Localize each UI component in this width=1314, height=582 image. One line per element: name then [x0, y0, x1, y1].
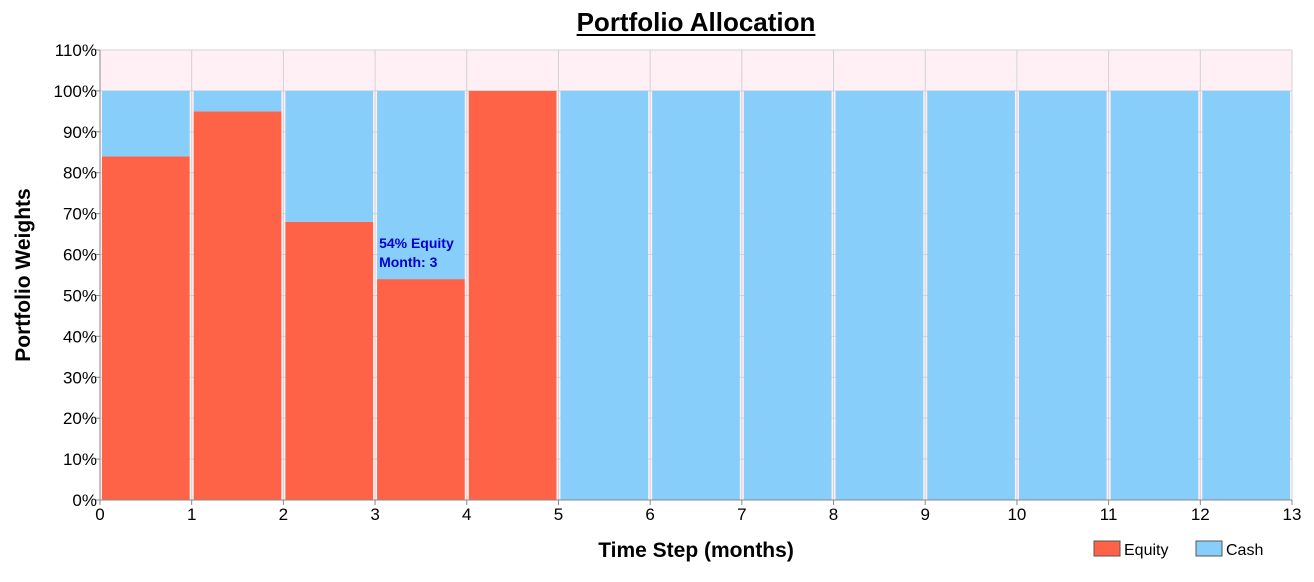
x-axis-label: Time Step (months)	[598, 539, 794, 562]
legend-swatch-cash[interactable]	[1195, 540, 1223, 557]
bar-equity-3[interactable]	[377, 279, 465, 500]
x-tick-label: 9	[920, 505, 929, 524]
x-tick-label: 3	[370, 505, 379, 524]
bar-cash-10[interactable]	[1018, 90, 1107, 500]
bar-equity-1[interactable]	[193, 111, 282, 500]
bar-equity-2[interactable]	[285, 221, 374, 500]
x-tick-label: 13	[1283, 505, 1302, 524]
y-tick-label: 80%	[63, 164, 97, 183]
legend-label-cash[interactable]: Cash	[1226, 542, 1263, 559]
y-tick-label: 100%	[54, 82, 97, 101]
y-tick-label: 30%	[63, 368, 97, 387]
annotation-label-equity: 54% Equity	[379, 235, 454, 251]
bar-cash-2[interactable]	[285, 90, 374, 222]
y-tick-label: 20%	[63, 409, 97, 428]
bar-cash-6[interactable]	[652, 90, 740, 500]
bars	[102, 90, 1290, 500]
y-tick-label: 70%	[63, 205, 97, 224]
bar-equity-0[interactable]	[102, 156, 190, 500]
legend-swatch-equity[interactable]	[1093, 540, 1121, 557]
y-tick-label: 40%	[63, 327, 97, 346]
x-tick-label: 7	[737, 505, 746, 524]
x-tick-label: 8	[829, 505, 838, 524]
bar-cash-8[interactable]	[835, 90, 924, 500]
x-tick-label: 12	[1191, 505, 1210, 524]
x-tick-label: 0	[95, 505, 104, 524]
x-tick-label: 4	[462, 505, 471, 524]
bar-cash-3[interactable]	[377, 90, 465, 280]
legend-label-equity[interactable]: Equity	[1124, 542, 1168, 559]
bar-cash-9[interactable]	[927, 90, 1015, 500]
y-tick-label: 110%	[55, 41, 97, 60]
bar-cash-1[interactable]	[193, 90, 282, 112]
legend: Equity Cash	[1093, 540, 1263, 559]
y-axis-label: Portfolio Weights	[12, 188, 35, 361]
x-tick-label: 5	[554, 505, 563, 524]
x-tick-label: 1	[187, 505, 196, 524]
annotation: 54% Equity Month: 3	[379, 235, 454, 270]
chart-title: Portfolio Allocation	[577, 7, 816, 37]
x-tick-label: 11	[1100, 505, 1118, 524]
axes: 0%10%20%30%40%50%60%70%80%90%100%110%0 1 2…	[54, 41, 1302, 524]
annotation-label-month: Month: 3	[379, 254, 438, 270]
y-tick-label: 50%	[63, 286, 97, 305]
y-tick-label: 90%	[63, 123, 97, 142]
y-tick-label: 10%	[63, 450, 97, 469]
x-tick-label: 2	[279, 505, 288, 524]
y-tick-label: 60%	[63, 246, 97, 265]
bar-equity-4[interactable]	[468, 90, 557, 500]
bar-cash-0[interactable]	[102, 90, 190, 157]
x-tick-label: 6	[645, 505, 654, 524]
x-tick-label: 10	[1007, 505, 1026, 524]
bar-cash-12[interactable]	[1202, 90, 1290, 500]
y-tick-label: 0%	[72, 491, 97, 510]
bar-cash-7[interactable]	[743, 90, 832, 500]
bar-cash-5[interactable]	[560, 90, 649, 500]
bar-cash-11[interactable]	[1110, 90, 1199, 500]
